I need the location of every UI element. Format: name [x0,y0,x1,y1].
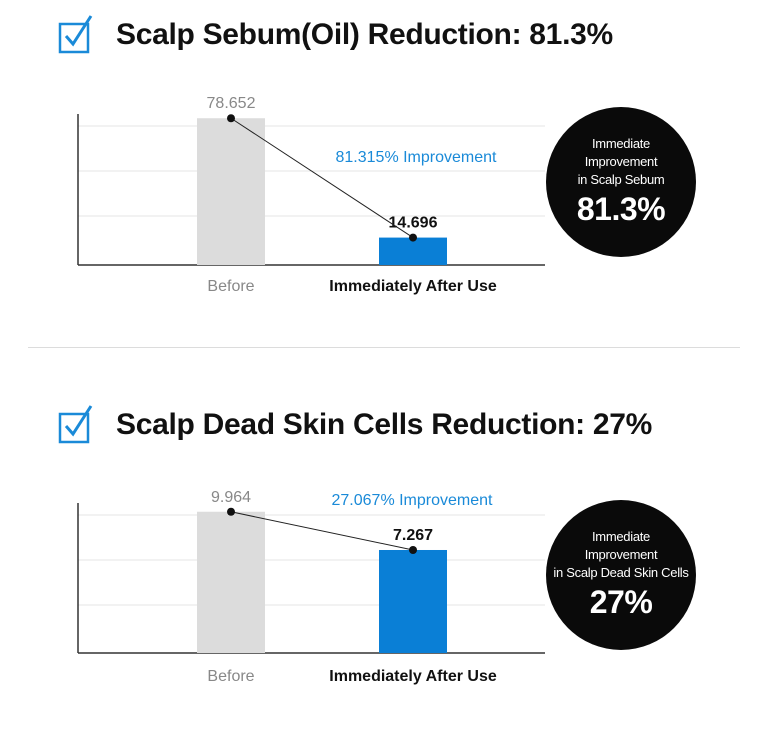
improvement-annotation: 27.067% Improvement [332,492,494,509]
value-label-before: 78.652 [207,95,256,112]
bar-before [197,511,265,653]
sebum-improvement-badge: Immediate Improvement in Scalp Sebum 81.… [546,107,696,257]
category-label-after: Immediately After Use [329,278,497,295]
value-label-after: 14.696 [389,215,438,232]
sebum-chart: 78.652 Before 14.696 Immediately After Use 8… [0,0,560,340]
dead-skin-chart: 9.964 Before 7.267 Immediately After Use 27.… [0,390,560,730]
checkbox-check-icon [58,402,98,446]
trend-line [230,117,414,238]
sebum-header: Scalp Sebum(Oil) Reduction: 81.3% [58,12,748,56]
dead-skin-improvement-badge: Immediate Improvement in Scalp Dead Skin… [546,500,696,650]
sebum-title: Scalp Sebum(Oil) Reduction: 81.3% [116,18,613,51]
badge-line3: in Scalp Dead Skin Cells [553,565,689,580]
data-point [409,233,417,242]
section-divider [28,347,740,348]
badge-line2: Improvement [584,154,658,169]
checkbox-check-icon [58,12,98,56]
dead-skin-header: Scalp Dead Skin Cells Reduction: 27% [58,402,748,446]
category-label-after: Immediately After Use [329,668,497,685]
data-point [409,545,417,554]
data-point [227,507,235,516]
trend-line [230,511,414,551]
badge-value: 27% [589,584,653,620]
dead-skin-section: Scalp Dead Skin Cells Reduction: 27% 9.9… [0,390,757,738]
improvement-annotation: 81.315% Improvement [336,149,498,166]
dead-skin-title: Scalp Dead Skin Cells Reduction: 27% [116,408,653,441]
badge-line3: in Scalp Sebum [577,172,665,187]
category-label-before: Before [207,278,254,295]
badge-line1: Immediate [592,136,650,151]
bar-after [379,549,447,653]
value-label-after: 7.267 [393,527,433,544]
category-label-before: Before [207,668,254,685]
sebum-section: Scalp Sebum(Oil) Reduction: 81.3% 78.652… [0,0,757,340]
bar-before [197,118,265,265]
value-label-before: 9.964 [211,489,251,506]
badge-value: 81.3% [576,191,666,227]
badge-line2: Improvement [584,547,658,562]
data-point [227,114,235,123]
badge-line1: Immediate [592,529,650,544]
bar-after [379,237,447,265]
